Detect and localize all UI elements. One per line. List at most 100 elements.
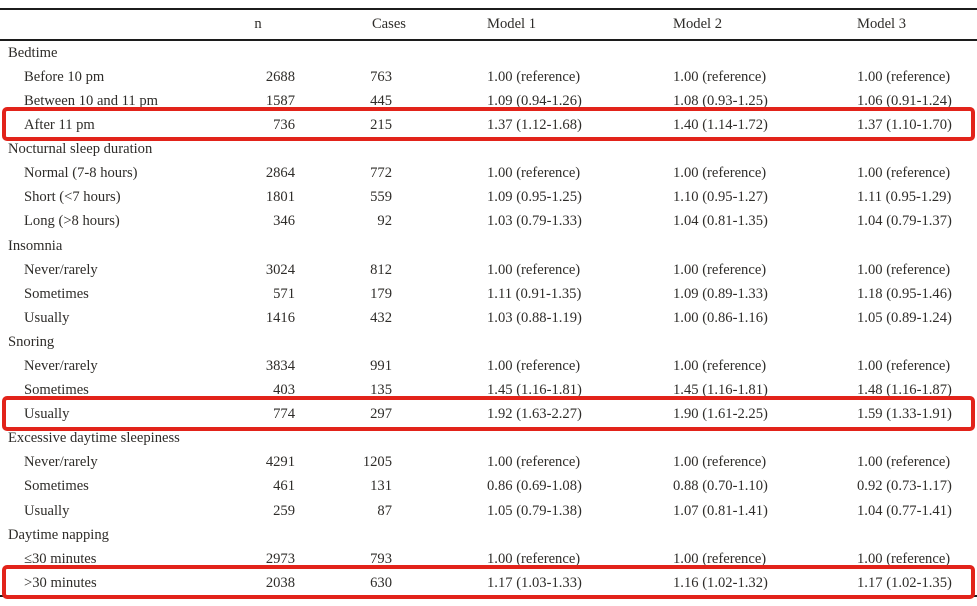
row-n-value: 1416 bbox=[265, 309, 295, 326]
row-label: Excessive daytime sleepiness bbox=[8, 430, 180, 447]
row-cases-value: 432 bbox=[370, 309, 392, 326]
table-row: Sometimes 403 135 1.45 (1.16-1.81) 1.45 … bbox=[0, 378, 977, 402]
table-row: Snoring bbox=[0, 330, 977, 354]
row-label: Never/rarely bbox=[24, 454, 98, 471]
row-label: Bedtime bbox=[8, 44, 58, 61]
row-model3-value: 1.00 (reference) bbox=[857, 68, 951, 85]
row-model1-value: 1.05 (0.79-1.38) bbox=[487, 502, 582, 519]
row-model2-value: 1.00 (reference) bbox=[673, 165, 767, 182]
row-cases-value: 179 bbox=[370, 285, 392, 302]
row-cases-value: 87 bbox=[377, 502, 392, 519]
row-model3-value: 1.11 (0.95-1.29) bbox=[857, 189, 952, 206]
table-row: Sometimes 461 131 0.86 (0.69-1.08) 0.88 … bbox=[0, 475, 977, 499]
table-row: Daytime napping bbox=[0, 523, 977, 547]
row-cases-value: 1205 bbox=[362, 454, 392, 471]
row-model1-value: 1.00 (reference) bbox=[487, 454, 581, 471]
row-model1-value: 1.45 (1.16-1.81) bbox=[487, 382, 582, 399]
table-row: Short (<7 hours) 1801 559 1.09 (0.95-1.2… bbox=[0, 186, 977, 210]
table-row: >30 minutes 2038 630 1.17 (1.03-1.33) 1.… bbox=[0, 565, 977, 600]
table-body: Bedtime Before 10 pm 2688 763 1.00 (refe… bbox=[0, 41, 977, 600]
row-n-value: 1587 bbox=[265, 92, 295, 109]
row-model1-value: 1.92 (1.63-2.27) bbox=[487, 406, 582, 423]
row-cases-value: 445 bbox=[370, 92, 392, 109]
row-model3-value: 1.06 (0.91-1.24) bbox=[857, 92, 952, 109]
row-label: Sometimes bbox=[24, 478, 89, 495]
table-row: Never/rarely 3834 991 1.00 (reference) 1… bbox=[0, 354, 977, 378]
row-model3-value: 1.00 (reference) bbox=[857, 454, 951, 471]
row-n-value: 736 bbox=[273, 117, 295, 134]
row-label: Between 10 and 11 pm bbox=[24, 92, 159, 109]
row-cases-value: 772 bbox=[370, 165, 392, 182]
table-top-rule bbox=[0, 8, 977, 10]
table-row: Nocturnal sleep duration bbox=[0, 137, 977, 161]
row-label: Usually bbox=[24, 309, 70, 326]
row-model2-value: 1.16 (1.02-1.32) bbox=[673, 574, 768, 591]
row-model1-value: 1.03 (0.88-1.19) bbox=[487, 309, 582, 326]
row-model3-value: 0.92 (0.73-1.17) bbox=[857, 478, 952, 495]
row-model1-value: 1.00 (reference) bbox=[487, 68, 581, 85]
paper-results-table: n Cases Model 1 Model 2 Model 3 Bedtime … bbox=[0, 8, 977, 606]
table-row: Long (>8 hours) 346 92 1.03 (0.79-1.33) … bbox=[0, 210, 977, 234]
row-model2-value: 1.00 (reference) bbox=[673, 261, 767, 278]
col-header-n: n bbox=[254, 16, 262, 33]
row-label: After 11 pm bbox=[24, 117, 95, 134]
row-label: Nocturnal sleep duration bbox=[8, 141, 153, 158]
col-header-model2: Model 2 bbox=[673, 16, 723, 33]
row-model2-value: 0.88 (0.70-1.10) bbox=[673, 478, 768, 495]
row-cases-value: 763 bbox=[370, 68, 392, 85]
row-n-value: 571 bbox=[273, 285, 295, 302]
row-model1-value: 1.37 (1.12-1.68) bbox=[487, 117, 582, 134]
row-label: Short (<7 hours) bbox=[24, 189, 121, 206]
row-model3-value: 1.17 (1.02-1.35) bbox=[857, 574, 952, 591]
table-row: Usually 259 87 1.05 (0.79-1.38) 1.07 (0.… bbox=[0, 499, 977, 523]
row-model2-value: 1.00 (reference) bbox=[673, 357, 767, 374]
row-label: Sometimes bbox=[24, 285, 89, 302]
row-model2-value: 1.45 (1.16-1.81) bbox=[673, 382, 768, 399]
table-row: Bedtime bbox=[0, 41, 977, 65]
row-model1-value: 1.11 (0.91-1.35) bbox=[487, 285, 582, 302]
row-label: >30 minutes bbox=[24, 574, 97, 591]
row-model1-value: 1.03 (0.79-1.33) bbox=[487, 213, 582, 230]
row-label: Insomnia bbox=[8, 237, 63, 254]
row-model1-value: 1.00 (reference) bbox=[487, 550, 581, 567]
table-row: After 11 pm 736 215 1.37 (1.12-1.68) 1.4… bbox=[0, 107, 977, 142]
table-row: Between 10 and 11 pm 1587 445 1.09 (0.94… bbox=[0, 89, 977, 113]
row-cases-value: 135 bbox=[370, 382, 392, 399]
table-row: Usually 1416 432 1.03 (0.88-1.19) 1.00 (… bbox=[0, 306, 977, 330]
row-model2-value: 1.07 (0.81-1.41) bbox=[673, 502, 768, 519]
row-model1-value: 1.00 (reference) bbox=[487, 165, 581, 182]
row-model2-value: 1.00 (reference) bbox=[673, 550, 767, 567]
row-n-value: 1801 bbox=[265, 189, 295, 206]
row-n-value: 3024 bbox=[265, 261, 295, 278]
row-model3-value: 1.00 (reference) bbox=[857, 165, 951, 182]
row-model2-value: 1.40 (1.14-1.72) bbox=[673, 117, 768, 134]
row-cases-value: 812 bbox=[370, 261, 392, 278]
row-model1-value: 1.00 (reference) bbox=[487, 357, 581, 374]
row-model1-value: 1.17 (1.03-1.33) bbox=[487, 574, 582, 591]
row-label: Before 10 pm bbox=[24, 68, 105, 85]
row-model3-value: 1.04 (0.77-1.41) bbox=[857, 502, 952, 519]
row-cases-value: 559 bbox=[370, 189, 392, 206]
row-cases-value: 630 bbox=[370, 574, 392, 591]
row-model3-value: 1.37 (1.10-1.70) bbox=[857, 117, 952, 134]
row-label: Usually bbox=[24, 502, 70, 519]
table-bottom-rule bbox=[0, 595, 977, 598]
table-row: Normal (7-8 hours) 2864 772 1.00 (refere… bbox=[0, 161, 977, 185]
row-model2-value: 1.00 (reference) bbox=[673, 454, 767, 471]
table-row: Excessive daytime sleepiness bbox=[0, 427, 977, 451]
row-n-value: 346 bbox=[273, 213, 295, 230]
row-label: Usually bbox=[24, 406, 70, 423]
row-label: Daytime napping bbox=[8, 526, 109, 543]
row-n-value: 259 bbox=[273, 502, 295, 519]
row-model2-value: 1.09 (0.89-1.33) bbox=[673, 285, 768, 302]
row-cases-value: 297 bbox=[370, 406, 392, 423]
row-label: Sometimes bbox=[24, 382, 89, 399]
row-label: Never/rarely bbox=[24, 357, 98, 374]
table-row: Never/rarely 4291 1205 1.00 (reference) … bbox=[0, 451, 977, 475]
row-model3-value: 1.00 (reference) bbox=[857, 550, 951, 567]
table-row: ≤30 minutes 2973 793 1.00 (reference) 1.… bbox=[0, 547, 977, 571]
row-cases-value: 92 bbox=[377, 213, 392, 230]
row-label: Long (>8 hours) bbox=[24, 213, 120, 230]
row-model2-value: 1.08 (0.93-1.25) bbox=[673, 92, 768, 109]
row-model3-value: 1.05 (0.89-1.24) bbox=[857, 309, 952, 326]
